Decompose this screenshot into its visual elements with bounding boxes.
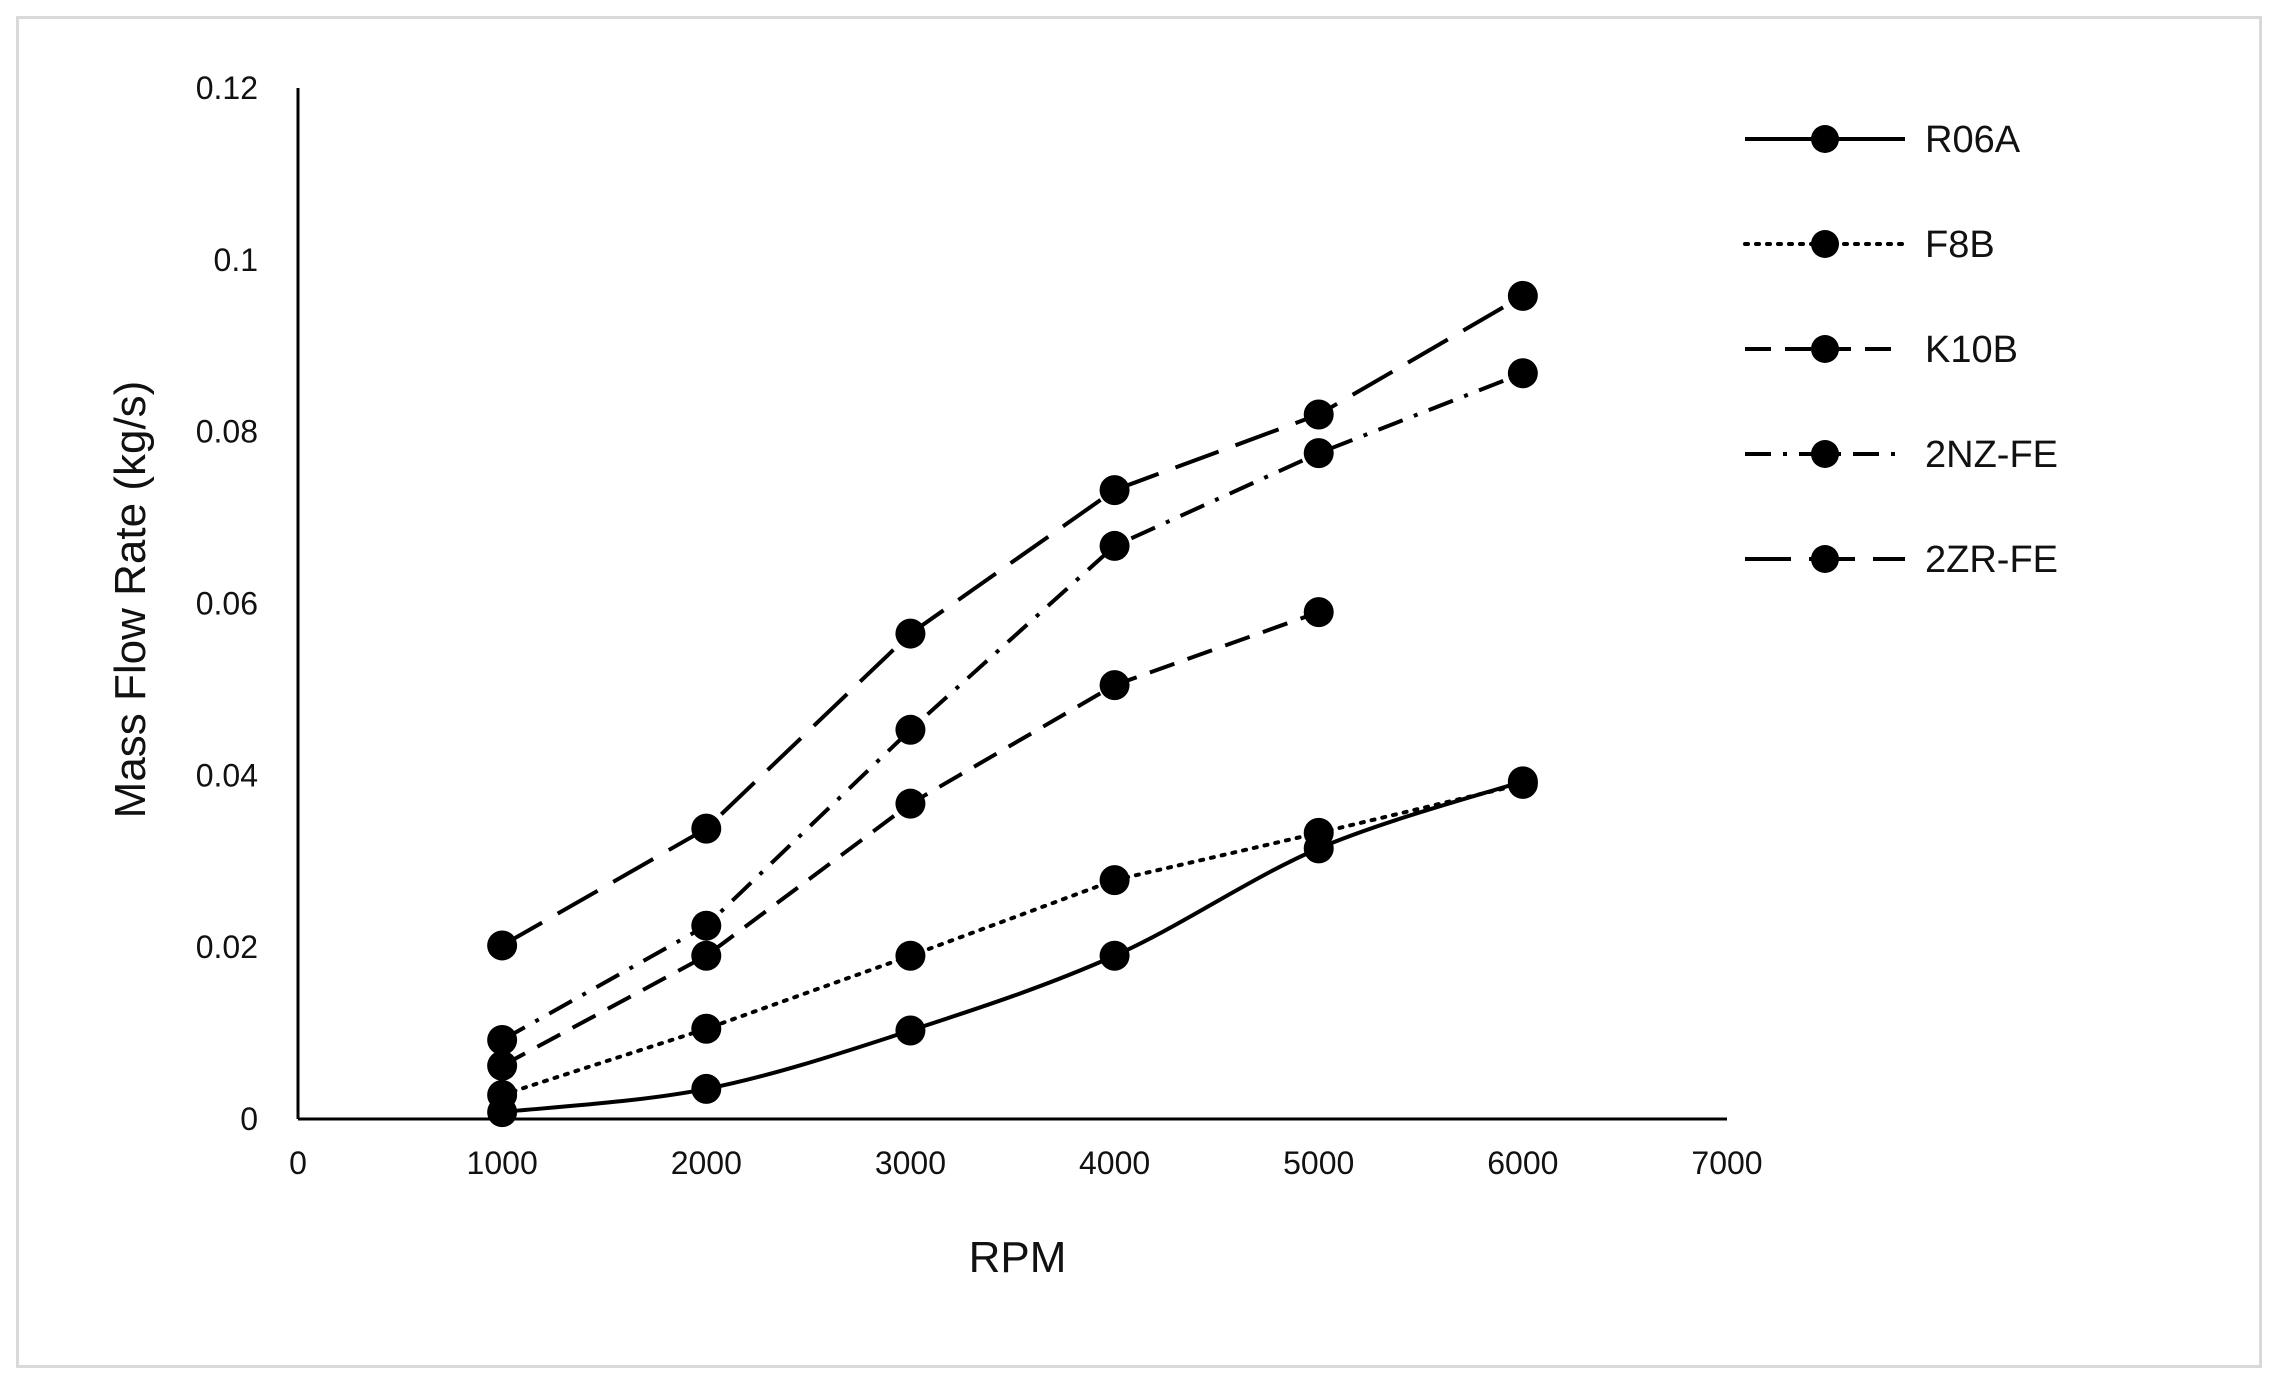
legend-label: K10B [1925, 329, 2018, 371]
legend-item-2zr-fe: 2ZR-FE [1745, 539, 2058, 581]
y-tick-label: 0.02 [196, 929, 258, 965]
series-line [501, 294, 1524, 948]
data-point [487, 1024, 518, 1055]
x-tick-label: 5000 [1283, 1145, 1354, 1181]
tick-labels: 0 1000 2000 3000 4000 5000 6000 7000 0 0.02 0.04 0.… [196, 70, 1763, 1181]
legend-swatch-marker [1811, 125, 1839, 153]
legend-item-f8b: F8B [1743, 224, 1995, 266]
data-point [1303, 817, 1334, 848]
x-tick-label: 2000 [671, 1145, 742, 1181]
data-point [895, 618, 926, 649]
legend-label: 2ZR-FE [1925, 539, 2058, 581]
data-point [1507, 358, 1538, 389]
legend-swatch-marker [1811, 545, 1839, 573]
legend-swatch-marker [1811, 335, 1839, 363]
series-line [500, 781, 1525, 1097]
data-point [691, 813, 722, 844]
data-point [487, 930, 518, 961]
data-point [691, 940, 722, 971]
data-point [691, 910, 722, 941]
series-f8b [487, 768, 1538, 1110]
data-point [691, 1013, 722, 1044]
chart-frame [16, 16, 2262, 1368]
series-2nz-fe [487, 358, 1538, 1055]
data-point [1099, 670, 1130, 701]
legend: R06A F8B K10B 2NZ-FE 2ZR-FE [1743, 119, 2058, 581]
data-point [487, 1079, 518, 1110]
y-tick-label: 0.06 [196, 586, 258, 622]
series-k10b [487, 597, 1334, 1081]
y-tick-label: 0 [240, 1101, 258, 1137]
legend-label: 2NZ-FE [1925, 434, 2058, 476]
data-point [1303, 597, 1334, 628]
data-point [1099, 475, 1130, 506]
legend-label: R06A [1925, 119, 2021, 161]
y-axis-title: Mass Flow Rate (kg/s) [106, 381, 155, 819]
data-point [1099, 865, 1130, 896]
data-point [1507, 280, 1538, 311]
data-point [691, 1073, 722, 1104]
series-layer [487, 280, 1538, 1128]
x-tick-label: 1000 [467, 1145, 538, 1181]
y-tick-label: 0.08 [196, 414, 258, 450]
y-tick-label: 0.12 [196, 70, 258, 106]
data-point [1099, 940, 1130, 971]
x-tick-label: 3000 [875, 1145, 946, 1181]
x-tick-label: 7000 [1691, 1145, 1762, 1181]
legend-swatch-marker [1811, 440, 1839, 468]
legend-item-r06a: R06A [1745, 119, 2021, 161]
x-tick-label: 0 [289, 1145, 307, 1181]
data-point [1099, 530, 1130, 561]
data-point [895, 940, 926, 971]
x-tick-label: 6000 [1487, 1145, 1558, 1181]
data-point [1303, 438, 1334, 469]
data-point [895, 788, 926, 819]
y-tick-label: 0.04 [196, 757, 258, 793]
x-tick-label: 4000 [1079, 1145, 1150, 1181]
series-line [501, 371, 1524, 1042]
data-point [895, 714, 926, 745]
legend-item-2nz-fe: 2NZ-FE [1745, 434, 2058, 476]
legend-swatch-marker [1811, 230, 1839, 258]
axes [296, 88, 1727, 1121]
x-axis-title: RPM [969, 1233, 1067, 1282]
legend-item-k10b: K10B [1745, 329, 2018, 371]
data-point [487, 1050, 518, 1081]
series-line [501, 779, 1524, 1115]
series-2zr-fe [487, 280, 1538, 961]
series-r06a [487, 766, 1538, 1128]
data-point [895, 1015, 926, 1046]
y-tick-label: 0.1 [214, 242, 258, 278]
series-line [501, 610, 1320, 1068]
data-point [1303, 399, 1334, 430]
legend-label: F8B [1925, 224, 1995, 266]
data-point [1507, 768, 1538, 799]
